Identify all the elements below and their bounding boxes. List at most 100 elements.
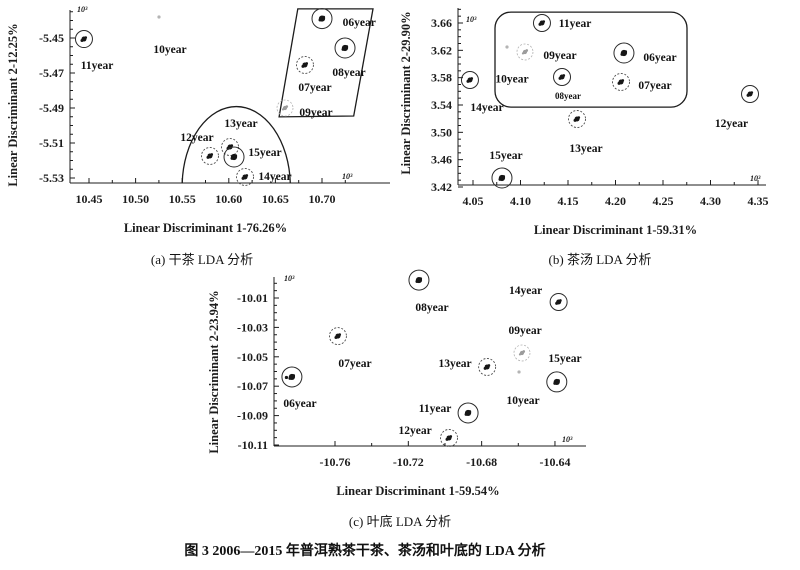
- svg-text:10.45: 10.45: [76, 192, 103, 206]
- data-point-09year: [516, 43, 534, 61]
- svg-text:-5.49: -5.49: [39, 101, 64, 115]
- svg-text:-10.11: -10.11: [238, 438, 268, 452]
- axes: -10.76 -10.72 -10.68 -10.64 -10.01 -10.03 -10.…: [207, 274, 586, 498]
- svg-text:4.35: 4.35: [748, 194, 769, 208]
- point-label-14year: 14year: [470, 102, 503, 114]
- y-axis-label: Linear Discriminant 2-29.90%: [400, 11, 413, 174]
- svg-text:-10.01: -10.01: [237, 291, 268, 305]
- chart-a-dry-tea-lda: 10.45 10.50 10.55 10.60 10.65 10.70 -5.45 -5.47…: [0, 0, 400, 248]
- point-label-10year: 10year: [153, 44, 186, 56]
- point-label-08year: 08year: [555, 91, 581, 101]
- data-point-10year: [157, 15, 161, 19]
- svg-text:4.20: 4.20: [605, 194, 626, 208]
- svg-text:-10.07: -10.07: [237, 379, 268, 393]
- data-point-12year: [440, 428, 458, 447]
- point-label-14year: 14year: [509, 285, 542, 297]
- subcaption-c: (c) 叶底 LDA 分析: [348, 514, 452, 529]
- svg-text:4.05: 4.05: [463, 194, 484, 208]
- svg-text:-5.47: -5.47: [39, 66, 64, 80]
- data-point-15year: [223, 146, 245, 168]
- data-point-11year: [457, 402, 479, 424]
- svg-text:4.15: 4.15: [558, 194, 579, 208]
- svg-text:3.46: 3.46: [431, 153, 452, 167]
- point-label-11year: 11year: [419, 403, 452, 415]
- svg-text:-10.72: -10.72: [393, 455, 424, 469]
- point-label-15year: 15year: [248, 147, 281, 159]
- data-point-14year: [549, 292, 568, 311]
- x-axis-label: Linear Discriminant 1-59.31%: [534, 223, 697, 237]
- chart-b-tea-infusion-lda: 4.05 4.10 4.15 4.20 4.25 4.30 4.35 3.66 3.62 3.58…: [400, 0, 800, 248]
- svg-text:3.42: 3.42: [431, 180, 452, 194]
- point-label-10year: 10year: [495, 73, 528, 85]
- svg-text:10.65: 10.65: [262, 192, 289, 206]
- point-label-12year: 12year: [715, 118, 748, 130]
- point-label-13year: 13year: [438, 358, 471, 370]
- data-point-06year: [281, 366, 303, 388]
- cluster-outlines: [181, 8, 374, 184]
- svg-text:-10.76: -10.76: [320, 455, 351, 469]
- point-label-09year: 09year: [543, 50, 576, 62]
- point-label-08year: 08year: [332, 67, 365, 79]
- data-point-08year: [553, 67, 572, 86]
- svg-text:3.62: 3.62: [431, 43, 452, 57]
- svg-text:4.25: 4.25: [653, 194, 674, 208]
- point-label-07year: 07year: [638, 80, 671, 92]
- data-point-06year: [311, 8, 333, 30]
- x-scale-marker: 10³: [342, 172, 353, 181]
- data-point-12year: [741, 84, 760, 103]
- point-label-09year: 09year: [508, 325, 541, 337]
- data-point-09year: [276, 99, 294, 117]
- y-scale-marker: 10³: [77, 5, 88, 14]
- point-label-11year: 11year: [81, 60, 114, 72]
- subcaption-b: (b) 茶汤 LDA 分析: [548, 252, 652, 267]
- svg-text:10.70: 10.70: [309, 192, 336, 206]
- y-scale-marker: 10³: [466, 15, 477, 24]
- chart-a-plot: 10.45 10.50 10.55 10.60 10.65 10.70 -5.45 -5.47…: [6, 5, 390, 235]
- data-point-08year: [408, 269, 430, 291]
- point-label-13year: 13year: [224, 118, 257, 130]
- svg-text:4.10: 4.10: [510, 194, 531, 208]
- x-scale-marker: 10³: [750, 174, 761, 183]
- svg-text:-10.05: -10.05: [237, 350, 268, 364]
- point-label-06year: 06year: [643, 52, 676, 64]
- data-point-14year: [460, 70, 479, 89]
- svg-text:-10.09: -10.09: [237, 409, 268, 423]
- point-label-12year: 12year: [398, 425, 431, 437]
- data-point-14year: [236, 167, 254, 186]
- point-label-15year: 15year: [548, 353, 581, 365]
- svg-text:3.66: 3.66: [431, 16, 452, 30]
- point-label-10year: 10year: [506, 395, 539, 407]
- x-scale-marker: 10³: [562, 435, 573, 444]
- svg-text:-5.53: -5.53: [39, 171, 64, 185]
- axes: 10.45 10.50 10.55 10.60 10.65 10.70 -5.45 -5.47…: [6, 5, 390, 235]
- point-label-06year: 06year: [343, 17, 376, 29]
- chart-c-infused-leaf-lda: -10.76 -10.72 -10.68 -10.64 -10.01 -10.03 -10.…: [150, 265, 650, 510]
- point-label-12year: 12year: [180, 132, 213, 144]
- point-label-07year: 07year: [338, 358, 371, 370]
- y-scale-marker: 10³: [284, 274, 295, 283]
- chart-c-plot: -10.76 -10.72 -10.68 -10.64 -10.01 -10.03 -10.…: [207, 269, 586, 498]
- data-point-10year: [505, 45, 509, 49]
- data-point-13year: [478, 357, 497, 376]
- x-axis-label: Linear Discriminant 1-76.26%: [124, 221, 287, 235]
- data-point-11year: [74, 30, 93, 49]
- data-point-07year: [295, 55, 314, 74]
- data-point-10year: [517, 370, 521, 374]
- subcaption-a: (a) 干茶 LDA 分析: [150, 252, 254, 267]
- data-point-06year: [613, 42, 635, 64]
- data-point-07year: [612, 73, 630, 91]
- data-point-15year: [491, 167, 513, 189]
- point-label-08year: 08year: [415, 302, 448, 314]
- svg-text:-10.03: -10.03: [237, 320, 268, 334]
- svg-text:-5.45: -5.45: [39, 31, 64, 45]
- data-point-13year: [568, 110, 586, 128]
- axes: 4.05 4.10 4.15 4.20 4.25 4.30 4.35 3.66 3.62 3.58…: [400, 8, 769, 237]
- chart-b-plot: 4.05 4.10 4.15 4.20 4.25 4.30 4.35 3.66 3.62 3.58…: [400, 8, 769, 237]
- point-label-07year: 07year: [298, 82, 331, 94]
- figure-caption: 图 3 2006—2015 年普洱熟茶干茶、茶汤和叶底的 LDA 分析: [184, 544, 546, 559]
- x-axis-label: Linear Discriminant 1-59.54%: [336, 484, 499, 498]
- svg-text:3.58: 3.58: [431, 71, 452, 85]
- svg-text:10.55: 10.55: [169, 192, 196, 206]
- y-axis-label: Linear Discriminant 2-12.25%: [6, 23, 20, 186]
